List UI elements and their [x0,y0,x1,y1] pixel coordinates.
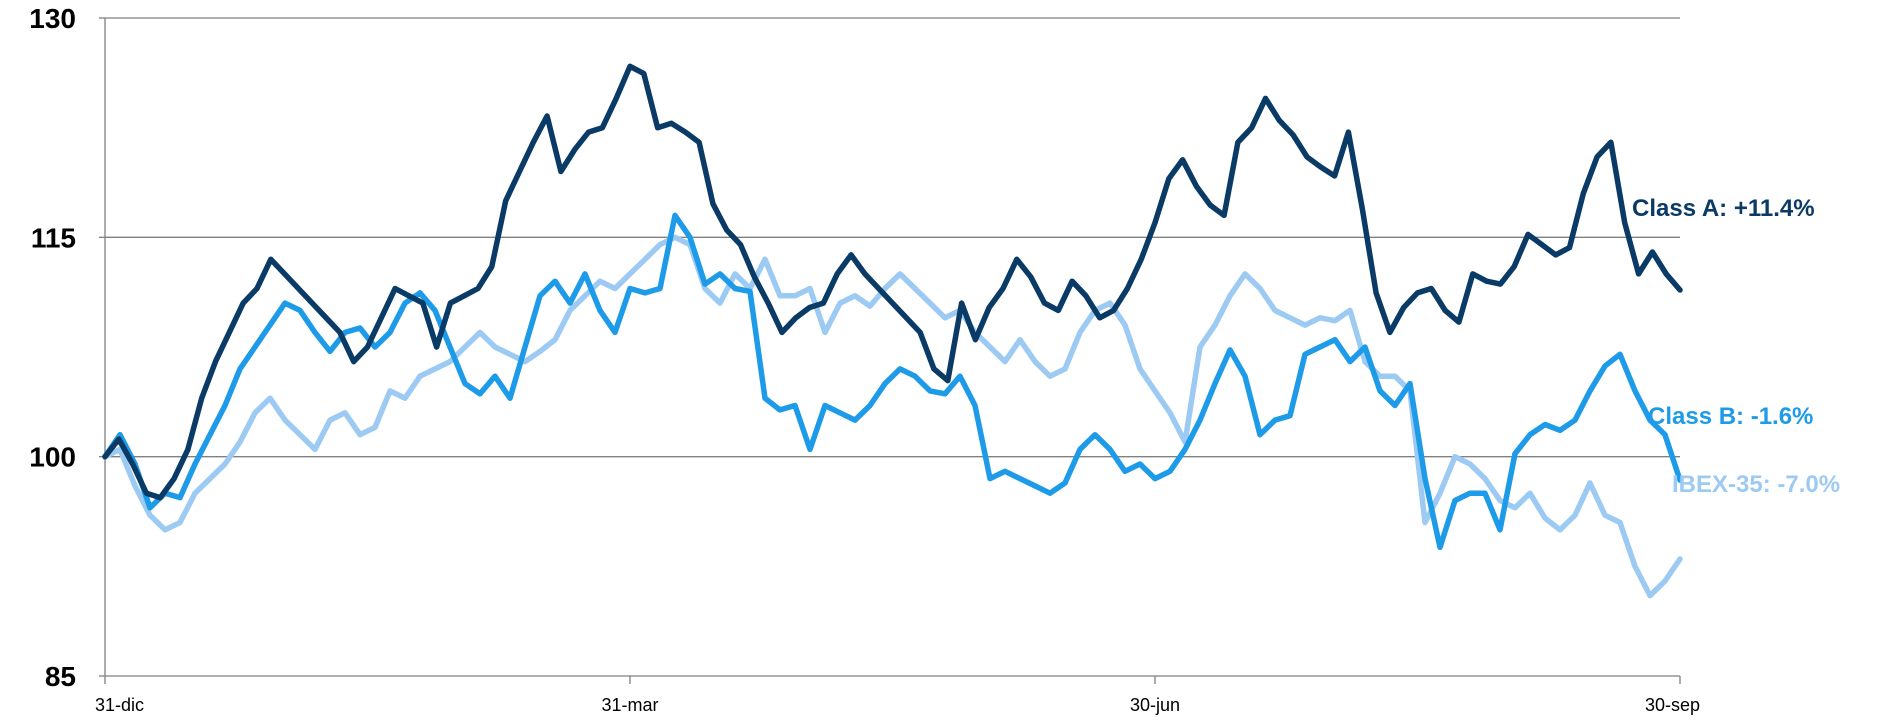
series-label-class_a: Class A: +11.4% [1632,195,1815,222]
series-label-ibex: IBEX-35: -7.0% [1672,471,1840,498]
x-tick-label: 31-mar [601,695,658,715]
series-line-ibex [102,234,1683,599]
label-layer: IBEX-35: -7.0% Class B: -1.6% Class A: +11… [1632,195,1840,498]
x-tick-label: 31-dic [95,695,144,715]
series-line-class_a [102,63,1683,501]
x-tick-label: 30-sep [1645,695,1700,715]
series-layer [102,63,1683,599]
y-tick-label: 115 [31,222,76,253]
y-tick-label: 130 [29,3,76,34]
grid-layer [105,17,1680,458]
y-tick-label: 85 [45,661,76,692]
series-line-class_b [102,212,1683,551]
x-tick-label: 30-jun [1130,695,1180,715]
axis-layer: 130 115 100 85 31-dic 31-mar 30-jun 30-sep [29,3,1700,715]
series-label-class_b: Class B: -1.6% [1648,403,1813,430]
y-tick-label: 100 [29,442,76,473]
